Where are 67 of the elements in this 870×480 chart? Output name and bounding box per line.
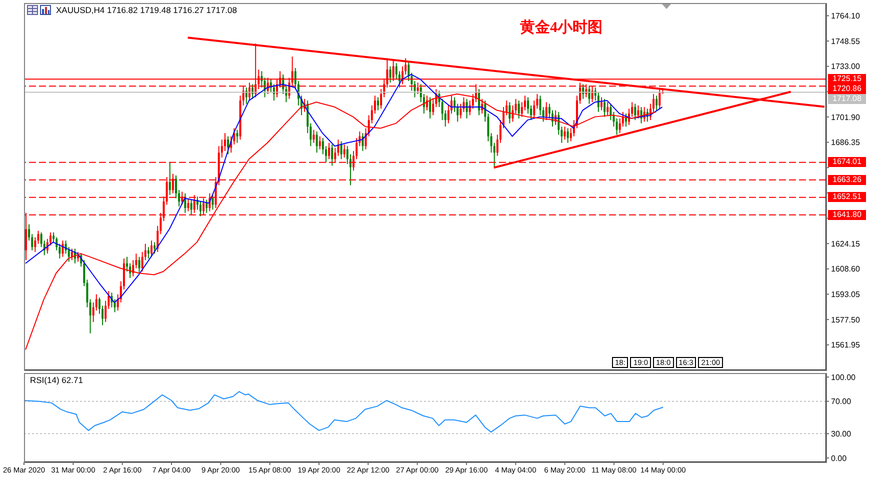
candlestick	[340, 140, 342, 160]
candlestick	[377, 96, 380, 111]
candlestick	[236, 129, 238, 144]
candlestick	[414, 80, 416, 98]
y-tick-label: 70.00	[831, 397, 852, 406]
y-tick-label: 1764.10	[831, 12, 860, 21]
candlestick	[389, 66, 392, 84]
candlestick	[187, 198, 190, 212]
candlestick	[114, 298, 116, 313]
line-series	[24, 391, 664, 433]
candlestick	[604, 98, 606, 118]
candlestick	[168, 162, 171, 196]
candlestick	[429, 96, 432, 119]
y-tick-label: 1701.90	[831, 112, 860, 122]
ref-line-label: 1720.86	[828, 84, 866, 94]
candlestick	[564, 126, 566, 140]
candlestick	[312, 129, 315, 144]
candlestick	[606, 102, 609, 116]
y-tick-label: 1593.05	[831, 290, 860, 300]
candlestick	[545, 102, 548, 121]
candlestick	[89, 298, 92, 334]
candlestick	[227, 136, 230, 155]
y-tick-label: 1733.00	[831, 62, 860, 72]
candlestick	[466, 98, 468, 119]
candlestick	[328, 142, 330, 160]
candlestick	[514, 98, 517, 114]
candlestick	[343, 144, 346, 158]
candlestick	[316, 130, 318, 154]
y-tick-label: 1624.15	[831, 239, 860, 248]
candlestick	[150, 240, 153, 258]
ref-line-label: 1663.26	[828, 174, 866, 185]
candlestick	[318, 136, 321, 150]
y-tick-label: 1577.50	[831, 315, 860, 324]
candlestick	[597, 92, 600, 112]
ref-line-label: 1674.01	[828, 157, 866, 168]
candlestick	[199, 200, 202, 217]
chart-title: RSI(14) 62.71	[30, 375, 83, 385]
candlestick	[634, 103, 636, 121]
text: 黄金4小时图	[520, 20, 602, 36]
candlestick	[190, 199, 192, 216]
candlestick	[331, 144, 334, 166]
candlestick	[70, 248, 73, 261]
y-tick-label: 0.00	[831, 454, 848, 463]
ref-line-label: 1725.15	[828, 74, 866, 84]
y-tick-label: 1561.95	[831, 340, 860, 350]
y-tick-label: 30.00	[831, 430, 852, 439]
y-tick-label: 100.00	[831, 372, 856, 382]
candlestick	[588, 85, 590, 104]
candlestick	[154, 242, 156, 254]
y-tick-label: 1748.55	[831, 36, 860, 46]
candlestick	[212, 194, 214, 210]
ref-line-label: 1717.08	[828, 94, 866, 104]
candlestick	[637, 104, 640, 119]
candlestick	[147, 246, 150, 259]
y-tick-label: 1608.60	[831, 264, 860, 274]
ref-line-label: 1652.51	[828, 192, 866, 202]
candlestick	[656, 95, 658, 111]
candlestick	[616, 118, 618, 136]
candlestick	[566, 128, 569, 144]
chart-title: XAUUSD,H4 1716.82 1719.48 1716.27 1717.08	[56, 5, 237, 15]
candlestick	[600, 96, 602, 111]
candlestick	[508, 102, 511, 124]
candlestick	[138, 256, 140, 274]
candlestick	[518, 100, 520, 119]
ref-line-label: 1641.80	[828, 210, 866, 220]
candlestick	[206, 199, 208, 214]
y-tick-label: 1686.35	[831, 138, 860, 148]
